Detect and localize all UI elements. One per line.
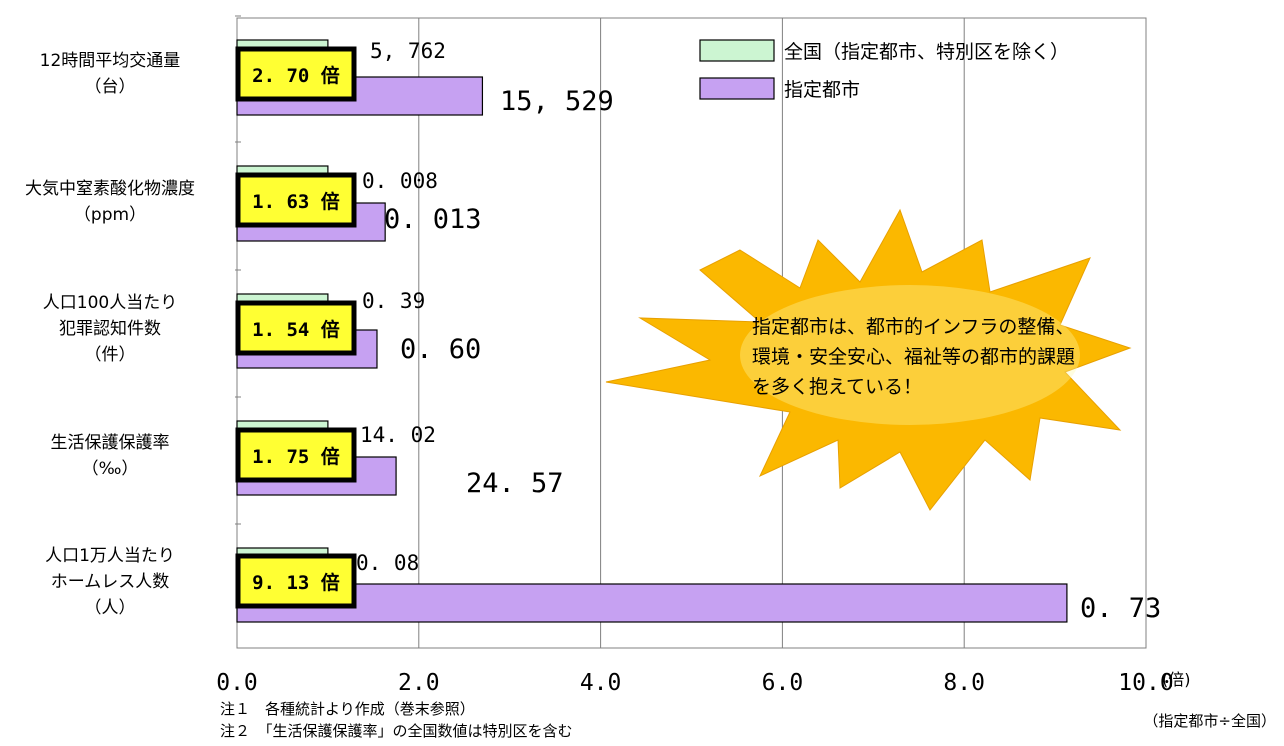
- x-tick-label: 8.0: [943, 670, 985, 696]
- x-tick-label: 0.0: [216, 670, 258, 696]
- note-2: 注２ 「生活保護保護率」の全国数値は特別区を含む: [220, 722, 573, 740]
- x-tick-label: 6.0: [762, 670, 804, 696]
- category-label: 生活保護保護率 （‰）: [50, 433, 170, 479]
- data-label-designated: 24. 57: [466, 468, 564, 499]
- bar-designated: [236, 583, 1068, 623]
- notes: 注１ 各種統計より作成（巻末参照） 注２ 「生活保護保護率」の全国数値は特別区を…: [220, 698, 573, 742]
- x-tick-label: 4.0: [580, 670, 622, 696]
- data-label-national: 14. 02: [360, 423, 436, 447]
- ratio-box: [235, 300, 357, 356]
- category-label: 人口100人当たり 犯罪認知件数 （件）: [42, 293, 178, 365]
- legend-swatch-national: [699, 39, 775, 62]
- callout-glow: [740, 285, 1080, 425]
- callout-text: 指定都市は、都市的インフラの整備、環境・安全安心、福祉等の都市的課題を多く抱えて…: [752, 316, 1076, 398]
- ratio-box: [235, 172, 357, 228]
- data-label-national: 0. 08: [356, 551, 419, 575]
- ratio-label: 9. 13 倍: [252, 571, 340, 594]
- x-tick-label: 2.0: [398, 670, 440, 696]
- data-label-national: 5, 762: [370, 39, 446, 63]
- data-label-national: 0. 008: [362, 169, 438, 193]
- ratio-box: [235, 553, 357, 609]
- data-label-designated: 0. 73: [1080, 593, 1161, 624]
- x-tick-label: 10.0: [1118, 670, 1173, 696]
- legend-swatch-designated: [699, 77, 775, 100]
- category-label: 12時間平均交通量 （台）: [39, 51, 181, 97]
- data-label-national: 0. 39: [362, 289, 425, 313]
- ratio-label: 1. 63 倍: [252, 190, 340, 213]
- note-1: 注１ 各種統計より作成（巻末参照）: [220, 700, 475, 718]
- x-axis-unit: (倍): [1162, 670, 1191, 689]
- category-label: 人口1万人当たり ホームレス人数 （人）: [45, 546, 175, 618]
- ratio-box: [235, 427, 357, 483]
- ratio-label: 1. 54 倍: [252, 318, 340, 341]
- data-label-designated: 0. 60: [400, 334, 481, 365]
- ratio-box: [235, 46, 357, 102]
- legend-label-designated: 指定都市: [784, 79, 860, 101]
- category-label: 大気中窒素酸化物濃度 （ppm）: [25, 179, 195, 225]
- ratio-label: 2. 70 倍: [252, 64, 340, 87]
- ratio-label: 1. 75 倍: [252, 445, 340, 468]
- legend-label-national: 全国（指定都市、特別区を除く）: [784, 41, 1069, 63]
- data-label-designated: 0. 013: [384, 204, 482, 235]
- data-label-designated: 15, 529: [500, 86, 614, 117]
- callout-starburst: [605, 208, 1132, 511]
- ratio-definition: （指定都市÷全国）: [1143, 712, 1276, 730]
